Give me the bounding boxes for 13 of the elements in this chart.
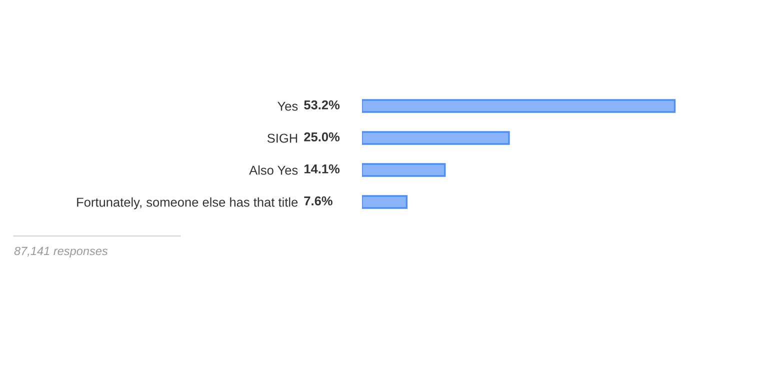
bar xyxy=(362,195,408,209)
text: 87,141 responses xyxy=(14,246,108,258)
bar xyxy=(362,131,510,145)
data-label: 14.1% xyxy=(304,164,340,174)
y-tick-label: Fortunately, someone else has that title xyxy=(77,197,298,210)
bar xyxy=(362,163,446,177)
y-tick-label: Yes xyxy=(278,102,298,111)
y-tick-label: Also Yes xyxy=(249,165,298,175)
data-label: 53.2% xyxy=(304,100,340,110)
bar xyxy=(362,99,676,113)
data-label: 7.6% xyxy=(304,196,332,206)
data-label: 25.0% xyxy=(304,132,340,142)
y-tick-label: SIGH xyxy=(267,134,298,143)
